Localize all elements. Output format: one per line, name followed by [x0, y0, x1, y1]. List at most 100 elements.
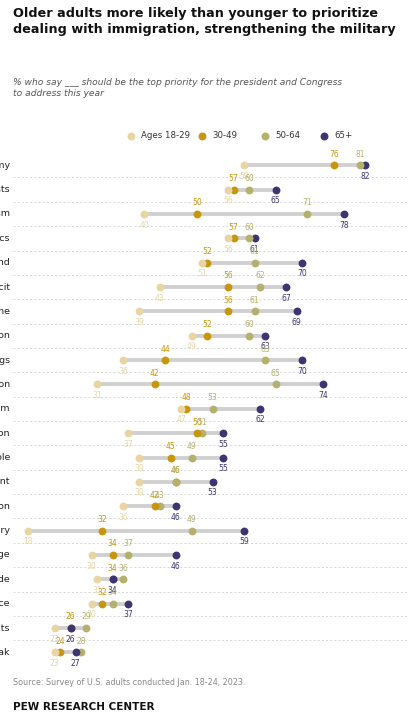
- Point: [225, 184, 232, 195]
- Point: [125, 598, 132, 609]
- Point: [225, 233, 232, 244]
- Point: [241, 160, 247, 171]
- Point: [51, 622, 58, 634]
- Text: 63: 63: [260, 342, 270, 352]
- Text: 49: 49: [187, 342, 197, 352]
- Point: [273, 379, 279, 390]
- Point: [252, 257, 258, 268]
- Text: 57: 57: [229, 223, 239, 232]
- Point: [220, 452, 226, 463]
- Text: 50: 50: [192, 417, 202, 427]
- Text: 53: 53: [208, 393, 218, 402]
- Text: 62: 62: [255, 271, 265, 281]
- Point: [67, 622, 74, 634]
- Point: [321, 130, 328, 141]
- Text: 65: 65: [271, 196, 281, 205]
- Text: 50: 50: [192, 198, 202, 208]
- Point: [194, 427, 200, 439]
- Text: 51: 51: [197, 417, 207, 427]
- Point: [67, 622, 74, 634]
- Point: [331, 160, 337, 171]
- Text: 59: 59: [239, 537, 249, 546]
- Point: [341, 208, 348, 220]
- Point: [294, 306, 300, 317]
- Text: 76: 76: [329, 150, 339, 159]
- Point: [225, 281, 232, 293]
- Point: [173, 476, 179, 488]
- Point: [188, 452, 195, 463]
- Text: 49: 49: [187, 442, 197, 451]
- Point: [204, 330, 211, 342]
- Point: [94, 574, 100, 585]
- Text: 24: 24: [55, 637, 65, 646]
- Text: 37: 37: [123, 539, 133, 548]
- Point: [109, 549, 116, 561]
- Point: [125, 549, 132, 561]
- Point: [109, 598, 116, 609]
- Text: 39: 39: [134, 318, 144, 327]
- Point: [304, 208, 311, 220]
- Point: [252, 306, 258, 317]
- Point: [299, 257, 305, 268]
- Text: 61: 61: [250, 296, 260, 305]
- Text: 81: 81: [355, 150, 365, 159]
- Text: 36: 36: [118, 563, 128, 573]
- Point: [57, 647, 63, 658]
- Point: [246, 330, 253, 342]
- Point: [94, 379, 100, 390]
- Point: [125, 427, 132, 439]
- Point: [262, 354, 269, 366]
- Point: [183, 403, 190, 415]
- Text: Improving job situation: Improving job situation: [0, 429, 10, 437]
- Text: 65+: 65+: [334, 131, 353, 140]
- Point: [157, 500, 163, 512]
- Text: 34: 34: [108, 539, 118, 548]
- Point: [199, 130, 205, 141]
- Point: [136, 476, 142, 488]
- Text: 39: 39: [134, 488, 144, 498]
- Text: Reducing availability of illegal drugs: Reducing availability of illegal drugs: [0, 356, 10, 364]
- Point: [88, 598, 95, 609]
- Point: [283, 281, 290, 293]
- Text: 45: 45: [165, 442, 176, 451]
- Text: 31: 31: [92, 586, 102, 595]
- Text: 26: 26: [66, 612, 75, 621]
- Text: 53: 53: [208, 488, 218, 498]
- Point: [241, 525, 247, 536]
- Text: Reducing health care costs: Reducing health care costs: [0, 185, 10, 194]
- Text: 49: 49: [187, 515, 197, 524]
- Point: [246, 233, 253, 244]
- Text: Source: Survey of U.S. adults conducted Jan. 18-24, 2023.: Source: Survey of U.S. adults conducted …: [13, 677, 245, 687]
- Text: Improving education: Improving education: [0, 332, 10, 340]
- Text: 71: 71: [302, 198, 312, 208]
- Text: 70: 70: [297, 269, 307, 279]
- Point: [51, 647, 58, 658]
- Text: Making Medicare financially sound: Making Medicare financially sound: [0, 258, 10, 267]
- Text: 37: 37: [123, 610, 133, 619]
- Point: [99, 525, 105, 536]
- Point: [136, 306, 142, 317]
- Text: 46: 46: [171, 561, 181, 571]
- Text: 30-49: 30-49: [212, 131, 237, 140]
- Point: [209, 476, 216, 488]
- Point: [178, 403, 184, 415]
- Point: [246, 184, 253, 195]
- Text: 67: 67: [281, 294, 291, 303]
- Text: Dealing with problems of poor people: Dealing with problems of poor people: [0, 453, 10, 462]
- Text: Reducing crime: Reducing crime: [0, 307, 10, 316]
- Point: [162, 354, 168, 366]
- Text: 34: 34: [108, 588, 118, 597]
- Point: [299, 354, 305, 366]
- Text: 56: 56: [223, 196, 233, 205]
- Point: [128, 130, 134, 141]
- Point: [262, 130, 269, 141]
- Text: 78: 78: [339, 221, 349, 230]
- Text: 56: 56: [223, 271, 233, 281]
- Text: 56: 56: [223, 296, 233, 305]
- Text: Improving transportation: Improving transportation: [0, 502, 10, 511]
- Point: [209, 403, 216, 415]
- Text: 18: 18: [24, 537, 33, 546]
- Text: Protecting the environment: Protecting the environment: [0, 478, 10, 486]
- Text: 43: 43: [155, 490, 165, 500]
- Text: 65: 65: [271, 369, 281, 378]
